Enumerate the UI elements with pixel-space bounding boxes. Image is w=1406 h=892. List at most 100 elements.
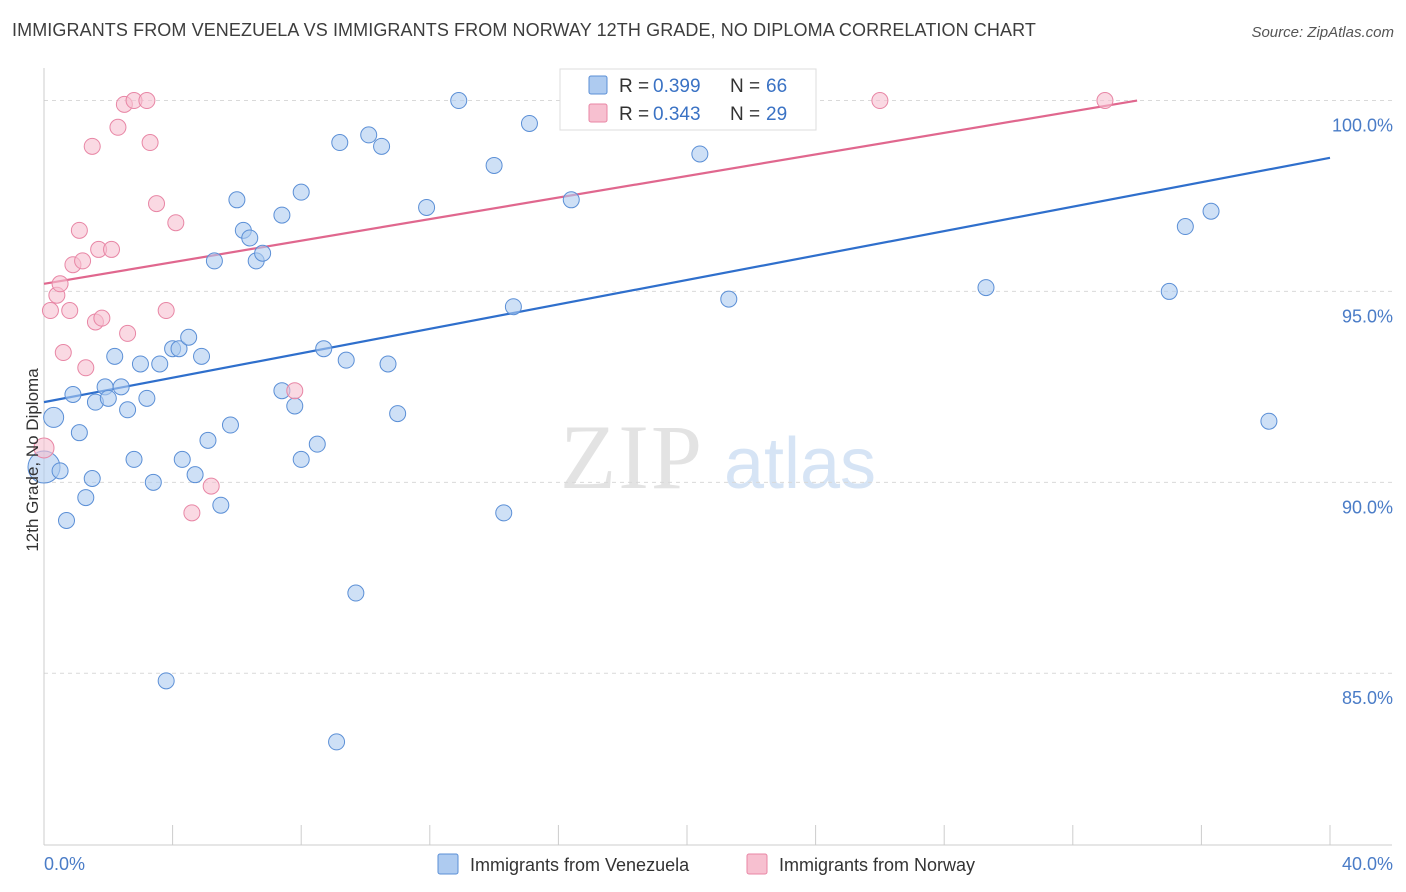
norway-point	[167, 214, 185, 232]
venezuela-point	[1260, 412, 1278, 430]
norway-point	[54, 344, 72, 362]
x-tick-label: 0.0%	[44, 854, 85, 874]
venezuela-point	[186, 466, 204, 484]
norway-point	[61, 302, 79, 320]
y-tick-label: 85.0%	[1342, 688, 1393, 708]
venezuela-point	[106, 347, 124, 365]
venezuela-point	[337, 351, 355, 369]
norway-point	[286, 382, 304, 400]
chart-title: IMMIGRANTS FROM VENEZUELA VS IMMIGRANTS …	[12, 20, 1036, 40]
venezuela-point	[418, 198, 436, 216]
venezuela-point	[273, 206, 291, 224]
venezuela-point	[125, 450, 143, 468]
venezuela-point	[292, 183, 310, 201]
norway-point	[33, 437, 55, 459]
norway-point	[77, 359, 95, 377]
stats-n-value-norway: 29	[766, 104, 787, 125]
watermark: ZIP atlas	[560, 406, 876, 508]
venezuela-point	[119, 401, 137, 419]
grid-lines	[44, 100, 1392, 674]
venezuela-point	[193, 347, 211, 365]
norway-point	[70, 221, 88, 239]
legend-swatch-norway	[746, 853, 768, 875]
venezuela-point	[977, 279, 995, 297]
venezuela-point	[485, 156, 503, 174]
data-points	[27, 92, 1278, 751]
venezuela-point	[83, 469, 101, 487]
venezuela-point	[308, 435, 326, 453]
venezuela-point	[389, 405, 407, 423]
venezuela-point	[180, 328, 198, 346]
stats-r-value-venezuela: 0.399	[653, 76, 701, 97]
venezuela-point	[691, 145, 709, 163]
norway-point	[83, 137, 101, 155]
trend-line-venezuela	[43, 156, 1331, 404]
venezuela-point	[373, 137, 391, 155]
legend: Immigrants from Venezuela Immigrants fro…	[437, 853, 975, 875]
venezuela-point	[70, 424, 88, 442]
venezuela-point	[64, 386, 82, 404]
stats-r-label-venezuela: R =	[619, 76, 654, 97]
y-axis-label: 12th Grade, No Diploma	[23, 368, 42, 552]
venezuela-point	[77, 489, 95, 507]
venezuela-point	[286, 397, 304, 415]
venezuela-point	[331, 134, 349, 152]
venezuela-point	[99, 389, 117, 407]
venezuela-point	[170, 340, 188, 358]
watermark-atlas: atlas	[724, 424, 876, 504]
venezuela-point	[151, 355, 169, 373]
norway-point	[1096, 92, 1114, 110]
venezuela-point	[1176, 218, 1194, 236]
venezuela-point	[347, 584, 365, 602]
y-tick-label: 90.0%	[1342, 497, 1393, 517]
venezuela-point	[112, 378, 130, 396]
venezuela-point	[1202, 202, 1220, 220]
trend-line-norway	[43, 99, 1138, 285]
venezuela-point	[138, 389, 156, 407]
venezuela-point	[315, 340, 333, 358]
stats-n-label-norway: N =	[730, 104, 765, 125]
stats-n-label-venezuela: N =	[730, 76, 765, 97]
venezuela-point	[131, 355, 149, 373]
norway-point	[871, 92, 889, 110]
source-label: Source: ZipAtlas.com	[1251, 24, 1394, 41]
stats-r-label-norway: R =	[619, 104, 654, 125]
trend-lines	[43, 99, 1331, 404]
venezuela-point	[720, 290, 738, 308]
venezuela-point	[504, 298, 522, 316]
venezuela-point	[221, 416, 239, 434]
norway-point	[183, 504, 201, 522]
venezuela-point	[205, 252, 223, 270]
norway-point	[138, 92, 156, 110]
venezuela-point	[562, 191, 580, 209]
norway-point	[74, 252, 92, 270]
venezuela-point	[51, 462, 69, 480]
legend-label-norway: Immigrants from Norway	[779, 855, 975, 875]
venezuela-point	[520, 114, 538, 132]
norway-point	[93, 309, 111, 327]
norway-point	[119, 324, 137, 342]
stats-box: R = 0.399 N = 66 R = 0.343 N = 29	[559, 68, 817, 131]
venezuela-point	[173, 450, 191, 468]
norway-point	[109, 118, 127, 136]
watermark-zip: ZIP	[560, 406, 704, 508]
legend-swatch-venezuela	[437, 853, 459, 875]
venezuela-point	[254, 244, 272, 262]
norway-point	[103, 240, 121, 258]
venezuela-point	[212, 496, 230, 514]
venezuela-point	[157, 672, 175, 690]
venezuela-point	[199, 431, 217, 449]
venezuela-point	[360, 126, 378, 144]
stats-n-value-venezuela: 66	[766, 76, 787, 97]
y-tick-label: 95.0%	[1342, 306, 1393, 326]
venezuela-point	[1160, 282, 1178, 300]
venezuela-point	[328, 733, 346, 751]
venezuela-point	[379, 355, 397, 373]
stats-swatch-norway	[588, 103, 608, 123]
venezuela-point	[43, 406, 65, 428]
stats-r-value-norway: 0.343	[653, 104, 701, 125]
venezuela-point	[144, 473, 162, 491]
tick-labels: 85.0% 90.0% 95.0% 100.0% 0.0% 40.0%	[44, 116, 1393, 874]
norway-point	[141, 134, 159, 152]
